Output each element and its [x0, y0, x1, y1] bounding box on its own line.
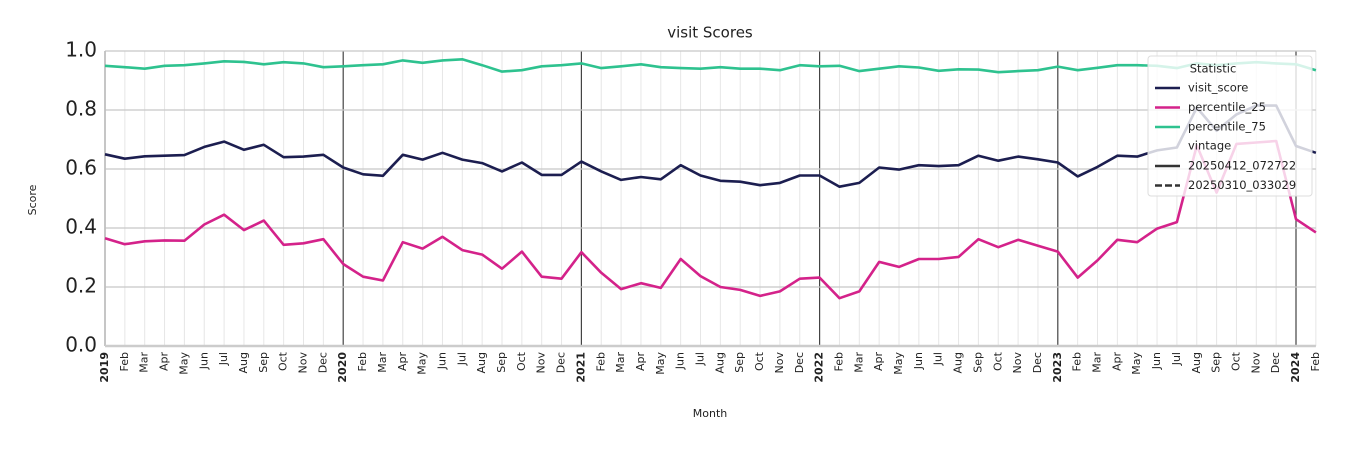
x-tick-label: Dec [316, 352, 329, 373]
x-tick-label: Sep [733, 352, 746, 373]
x-tick-label: Apr [396, 352, 409, 372]
x-tick-label: Aug [1190, 352, 1203, 373]
legend-label: percentile_75 [1188, 120, 1266, 134]
legend-label: 20250412_072722 [1188, 159, 1296, 173]
x-tick-label: Dec [1269, 352, 1282, 373]
x-tick-label: May [416, 352, 429, 375]
x-tick-label: 2022 [813, 352, 826, 383]
x-axis-label: Month [693, 407, 728, 420]
x-tick-label: Jul [1170, 352, 1183, 366]
x-tick-label: May [654, 352, 667, 375]
x-tick-label: Jun [1150, 352, 1163, 370]
x-tick-label: Feb [356, 352, 369, 371]
x-tick-label: Jun [674, 352, 687, 370]
y-axis-label: Score [26, 184, 39, 215]
x-tick-label: Sep [495, 352, 508, 373]
x-tick-label: 2024 [1289, 352, 1302, 383]
x-tick-label: Mar [138, 352, 151, 373]
x-tick-label: Apr [634, 352, 647, 372]
x-tick-label: Nov [1011, 352, 1024, 374]
x-tick-label: Aug [475, 352, 488, 373]
x-tick-label: Apr [872, 352, 885, 372]
x-tick-label: Feb [594, 352, 607, 371]
y-tick-label: 0.0 [65, 333, 97, 357]
y-tick-label: 0.2 [65, 274, 97, 298]
x-tick-label: Aug [237, 352, 250, 373]
x-tick-label: Feb [832, 352, 845, 371]
y-tick-label: 1.0 [65, 38, 97, 62]
x-tick-label: Feb [1309, 352, 1322, 371]
x-tick-label: Jun [912, 352, 925, 370]
legend-subtitle: vintage [1188, 139, 1231, 153]
x-tick-label: Oct [515, 351, 528, 371]
x-tick-label: Dec [793, 352, 806, 373]
x-tick-label: Mar [852, 352, 865, 373]
legend-label: 20250310_033029 [1188, 178, 1296, 192]
x-tick-label: Jun [197, 352, 210, 370]
x-tick-label: Mar [614, 352, 627, 373]
x-tick-label: Jul [932, 352, 945, 366]
x-tick-label: Nov [535, 352, 548, 374]
x-tick-label: Jun [435, 352, 448, 370]
x-tick-label: Oct [991, 351, 1004, 371]
x-tick-label: May [1130, 352, 1143, 375]
x-tick-label: Jul [694, 352, 707, 366]
legend-label: percentile_25 [1188, 100, 1266, 114]
chart-title: visit Scores [667, 24, 753, 42]
x-tick-label: Oct [1229, 351, 1242, 371]
x-tick-label: Dec [555, 352, 568, 373]
x-tick-label: May [177, 352, 190, 375]
x-tick-label: May [892, 352, 905, 375]
x-tick-label: Nov [297, 352, 310, 374]
x-tick-label: Sep [971, 352, 984, 373]
x-tick-label: Feb [1071, 352, 1084, 371]
series-line [104, 139, 1317, 300]
x-tick-label: 2019 [98, 352, 111, 383]
x-tick-label: Aug [952, 352, 965, 373]
legend-title: Statistic [1190, 62, 1237, 76]
x-tick-label: 2021 [574, 352, 587, 383]
x-tick-label: Sep [257, 352, 270, 373]
x-tick-label: Oct [277, 351, 290, 371]
x-tick-label: Nov [1249, 352, 1262, 374]
x-tick-label: Feb [118, 352, 131, 371]
series-line [104, 58, 1317, 74]
legend-box [1147, 55, 1313, 197]
y-tick-label: 0.8 [65, 97, 97, 121]
legend-label: visit_score [1188, 81, 1248, 95]
y-tick-label: 0.6 [65, 156, 97, 180]
x-tick-label: Apr [158, 352, 171, 372]
x-tick-label: Jul [455, 352, 468, 366]
x-tick-label: Mar [376, 352, 389, 373]
x-tick-label: Jul [217, 352, 230, 366]
x-tick-label: Apr [1110, 352, 1123, 372]
x-tick-label: Sep [1210, 352, 1223, 373]
x-tick-label: 2023 [1051, 352, 1064, 383]
x-tick-label: Aug [713, 352, 726, 373]
x-tick-label: 2020 [336, 352, 349, 383]
y-tick-label: 0.4 [65, 215, 97, 239]
series-line [104, 104, 1317, 188]
x-tick-label: Nov [773, 352, 786, 374]
x-tick-label: Mar [1091, 352, 1104, 373]
x-tick-label: Dec [1031, 352, 1044, 373]
x-tick-label: Oct [753, 351, 766, 371]
